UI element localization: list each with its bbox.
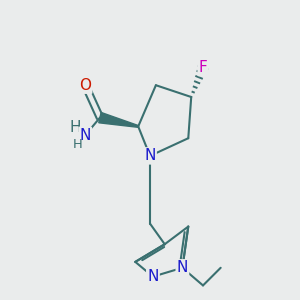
Text: H: H (73, 138, 83, 151)
Text: N: N (144, 148, 156, 164)
Text: N: N (177, 260, 188, 275)
Text: F: F (199, 60, 207, 75)
Text: N: N (147, 269, 159, 284)
Text: O: O (79, 78, 91, 93)
Text: H: H (69, 120, 81, 135)
Text: N: N (80, 128, 91, 143)
Polygon shape (99, 112, 138, 127)
